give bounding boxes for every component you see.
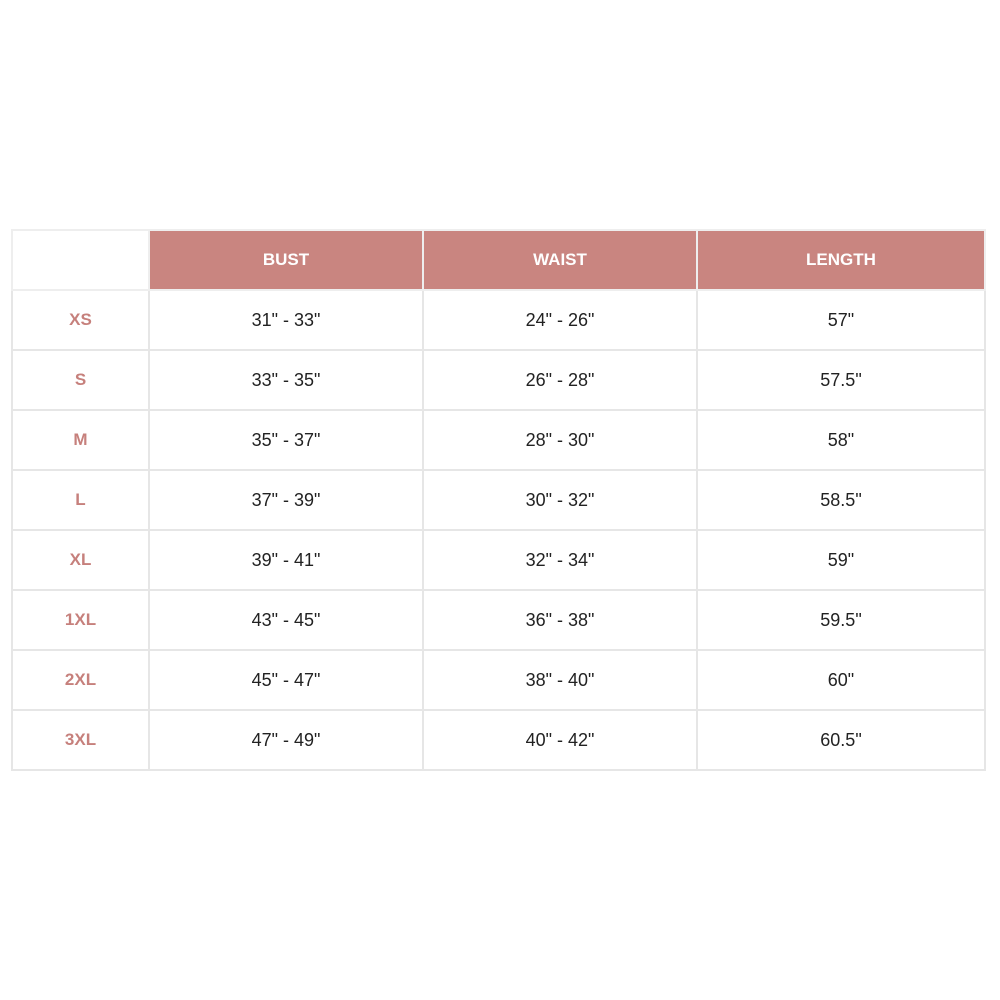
table-row: M 35" - 37" 28" - 30" 58" [11, 409, 986, 471]
table-row: L 37" - 39" 30" - 32" 58.5" [11, 469, 986, 531]
waist-cell: 24" - 26" [422, 289, 698, 351]
corner-cell [11, 229, 150, 291]
header-waist: WAIST [422, 229, 698, 291]
size-cell: L [11, 469, 150, 531]
table-row: 1XL 43" - 45" 36" - 38" 59.5" [11, 589, 986, 651]
length-cell: 57.5" [696, 349, 986, 411]
header-row: BUST WAIST LENGTH [11, 229, 986, 291]
size-cell: XS [11, 289, 150, 351]
header-length: LENGTH [696, 229, 986, 291]
bust-cell: 39" - 41" [148, 529, 424, 591]
table-row: XS 31" - 33" 24" - 26" 57" [11, 289, 986, 351]
waist-cell: 36" - 38" [422, 589, 698, 651]
size-cell: M [11, 409, 150, 471]
bust-cell: 31" - 33" [148, 289, 424, 351]
length-cell: 60.5" [696, 709, 986, 771]
bust-cell: 33" - 35" [148, 349, 424, 411]
bust-cell: 43" - 45" [148, 589, 424, 651]
header-bust: BUST [148, 229, 424, 291]
size-cell: 3XL [11, 709, 150, 771]
length-cell: 60" [696, 649, 986, 711]
size-cell: 2XL [11, 649, 150, 711]
size-cell: S [11, 349, 150, 411]
length-cell: 58.5" [696, 469, 986, 531]
bust-cell: 47" - 49" [148, 709, 424, 771]
size-cell: 1XL [11, 589, 150, 651]
size-chart-table: BUST WAIST LENGTH XS 31" - 33" 24" - 26" 57… [11, 229, 986, 771]
length-cell: 58" [696, 409, 986, 471]
length-cell: 59.5" [696, 589, 986, 651]
table-row: 3XL 47" - 49" 40" - 42" 60.5" [11, 709, 986, 771]
bust-cell: 35" - 37" [148, 409, 424, 471]
waist-cell: 38" - 40" [422, 649, 698, 711]
bust-cell: 45" - 47" [148, 649, 424, 711]
length-cell: 57" [696, 289, 986, 351]
waist-cell: 32" - 34" [422, 529, 698, 591]
size-cell: XL [11, 529, 150, 591]
waist-cell: 26" - 28" [422, 349, 698, 411]
table-row: 2XL 45" - 47" 38" - 40" 60" [11, 649, 986, 711]
bust-cell: 37" - 39" [148, 469, 424, 531]
waist-cell: 40" - 42" [422, 709, 698, 771]
table-row: XL 39" - 41" 32" - 34" 59" [11, 529, 986, 591]
waist-cell: 28" - 30" [422, 409, 698, 471]
table-row: S 33" - 35" 26" - 28" 57.5" [11, 349, 986, 411]
length-cell: 59" [696, 529, 986, 591]
waist-cell: 30" - 32" [422, 469, 698, 531]
table-body: XS 31" - 33" 24" - 26" 57" S 33" - 35" 26" - 2… [11, 289, 986, 771]
